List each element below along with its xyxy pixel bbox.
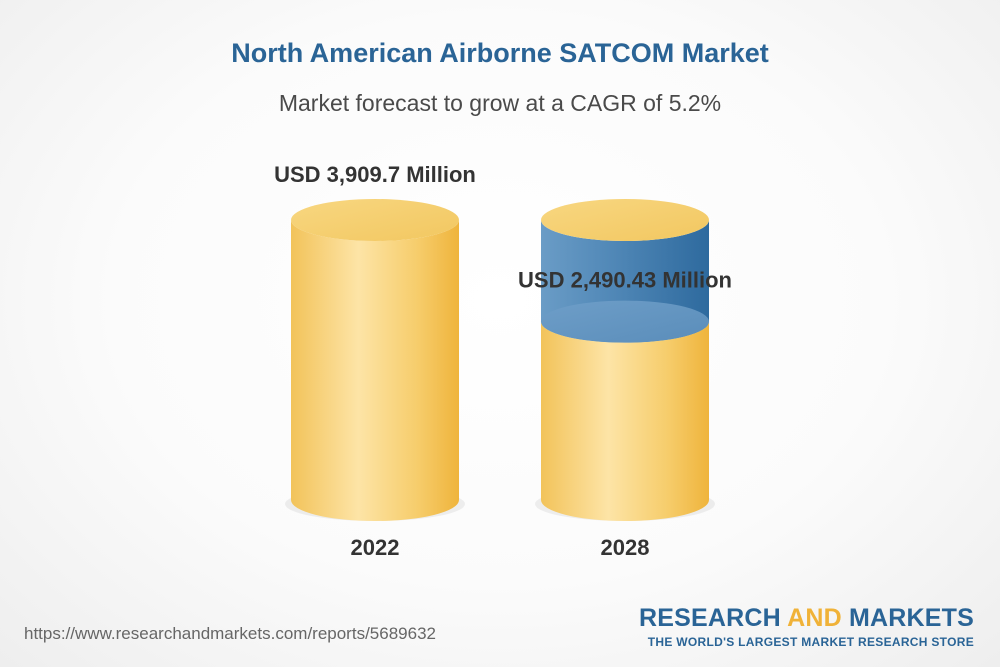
chart-title: North American Airborne SATCOM Market bbox=[231, 38, 769, 68]
bar bbox=[541, 321, 709, 521]
tick-label: 2022 bbox=[351, 535, 400, 560]
bar-top-cap bbox=[541, 199, 709, 241]
brand-tagline: THE WORLD'S LARGEST MARKET RESEARCH STOR… bbox=[647, 635, 974, 649]
bar-fill-cap bbox=[541, 300, 709, 343]
data-label: USD 2,490.43 Million bbox=[518, 268, 732, 293]
bar-top-cap bbox=[291, 199, 459, 241]
source-url[interactable]: https://www.researchandmarkets.com/repor… bbox=[24, 624, 436, 643]
tick-label: 2028 bbox=[601, 535, 650, 560]
data-label: USD 3,909.7 Million bbox=[274, 162, 476, 187]
chart-subtitle: Market forecast to grow at a CAGR of 5.2… bbox=[278, 90, 722, 116]
brand-name: RESEARCH AND MARKETS bbox=[638, 604, 974, 632]
brand-logo: RESEARCH AND MARKETS THE WORLD'S LARGEST… bbox=[639, 604, 974, 649]
bar bbox=[291, 220, 459, 521]
